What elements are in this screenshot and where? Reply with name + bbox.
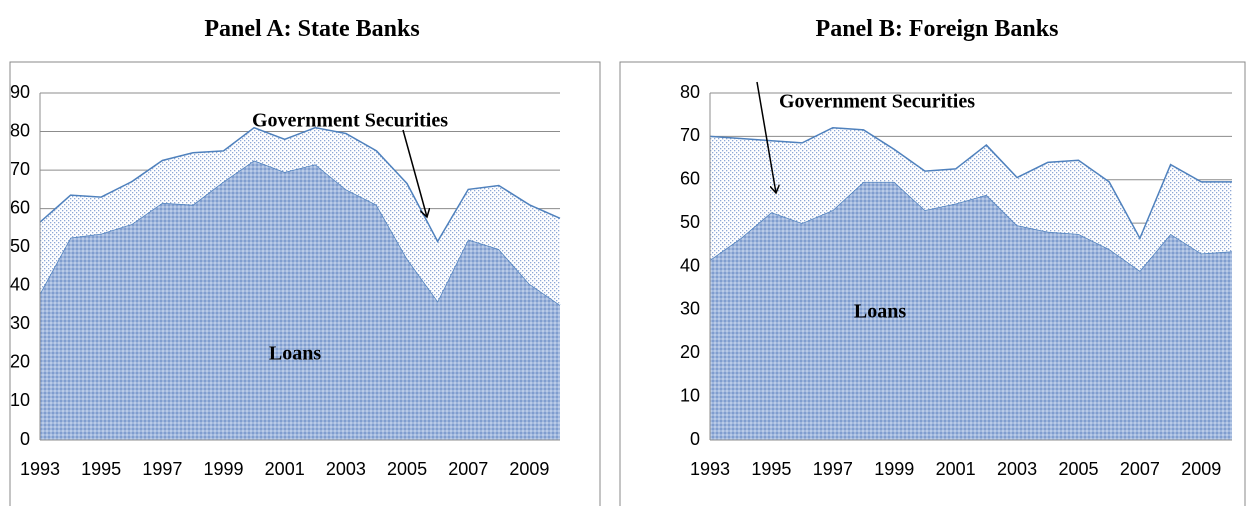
panel-frames (9, 61, 1246, 506)
y-tick-label: 40 (680, 255, 700, 275)
panel-frame (9, 61, 601, 506)
series-label: Government Securities (779, 91, 975, 113)
area-line (39, 126, 561, 243)
y-tick-label: 70 (10, 159, 30, 179)
x-tick-label: 2001 (265, 459, 305, 479)
y-tick-label: 20 (680, 342, 700, 362)
y-tick-label: 30 (10, 313, 30, 333)
y-tick-label: 40 (10, 275, 30, 295)
area-fill (710, 127, 1232, 271)
x-tick-label: 2005 (1058, 459, 1098, 479)
y-tick-label: 80 (680, 82, 700, 102)
y-tick-label: 60 (680, 169, 700, 189)
x-tick-label: 1995 (751, 459, 791, 479)
x-tick-label: 2003 (326, 459, 366, 479)
y-tick-label: 30 (680, 299, 700, 319)
y-tick-label: 20 (10, 352, 30, 372)
x-tick-label: 1999 (874, 459, 914, 479)
x-tick-label: 1997 (142, 459, 182, 479)
arrow (756, 81, 776, 193)
y-tick-label: 10 (680, 385, 700, 405)
x-tick-label: 2005 (387, 459, 427, 479)
y-tick-label: 0 (690, 429, 700, 449)
y-tick-label: 10 (10, 390, 30, 410)
y-tick-label: 70 (680, 125, 700, 145)
series-label: Loans (269, 343, 321, 365)
area-fill (710, 181, 1232, 440)
series-label: Government Securities (252, 110, 448, 132)
x-tick-label: 1993 (690, 459, 730, 479)
chart-title: Panel A: State Banks (204, 16, 419, 42)
y-tick-label: 90 (10, 82, 30, 102)
x-tick-label: 2001 (936, 459, 976, 479)
chart-title: Panel B: Foreign Banks (816, 16, 1059, 42)
x-tick-label: 1997 (813, 459, 853, 479)
x-tick-label: 1995 (81, 459, 121, 479)
arrows (402, 81, 776, 217)
y-tick-label: 80 (10, 120, 30, 140)
x-tick-label: 2009 (1181, 459, 1221, 479)
area-fill (40, 160, 560, 440)
x-tick-label: 2007 (448, 459, 488, 479)
area-fill (40, 127, 560, 306)
x-tick-label: 1993 (20, 459, 60, 479)
x-tick-label: 1999 (204, 459, 244, 479)
arrow (402, 129, 427, 217)
panel-frame (619, 61, 1246, 506)
series-label: Loans (854, 301, 906, 323)
x-tick-label: 2009 (509, 459, 549, 479)
y-tick-label: 60 (10, 197, 30, 217)
y-tick-label: 0 (20, 429, 30, 449)
x-tick-label: 2003 (997, 459, 1037, 479)
y-tick-label: 50 (680, 212, 700, 232)
area-line (709, 126, 1232, 241)
x-tick-label: 2007 (1120, 459, 1160, 479)
y-tick-label: 50 (10, 236, 30, 256)
